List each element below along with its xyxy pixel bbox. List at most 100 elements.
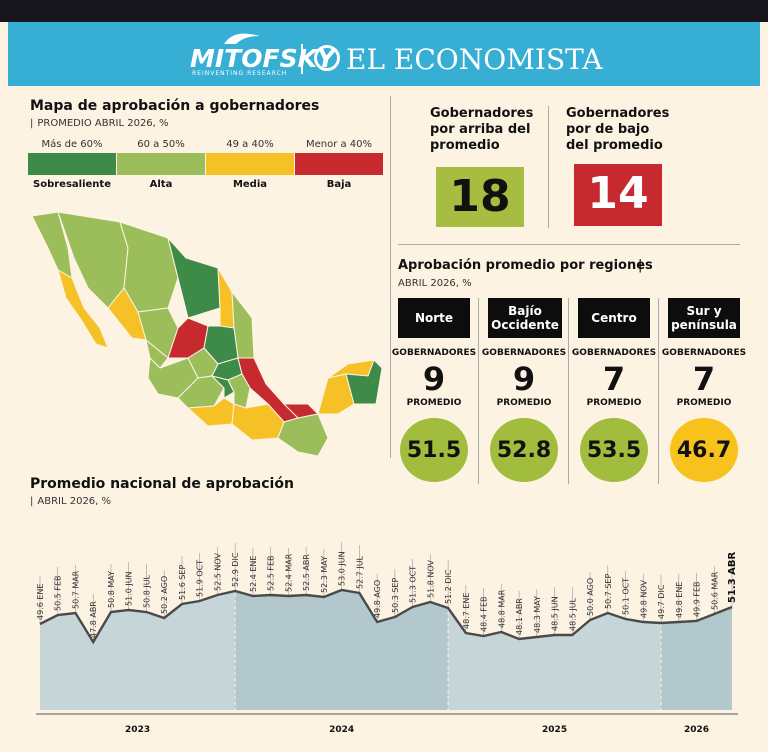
point-label: 50.1 OCT xyxy=(622,578,631,615)
region-divider-1 xyxy=(478,298,479,484)
logo-separator xyxy=(301,44,303,74)
gob-label-1: GOBERNADORES xyxy=(391,348,477,358)
legend-name-3: Media xyxy=(232,179,268,190)
prom-label-2: PROMEDIO xyxy=(496,398,552,408)
above-title-line2: por arriba del xyxy=(430,122,531,137)
divider-vertical xyxy=(390,96,391,458)
gob-count-norte: 9 xyxy=(422,360,446,398)
below-title: Gobernadores por de bajo del promedio xyxy=(566,106,669,154)
point-label: 50.8 JUL xyxy=(142,574,151,608)
region-name-norte: Norte xyxy=(398,298,470,338)
point-label: 51.0 JUN xyxy=(125,571,134,606)
region-name-bajio: Bajío Occidente xyxy=(488,298,562,338)
above-count: 18 xyxy=(436,167,524,227)
trend-line xyxy=(39,588,733,645)
point-label: 48.5 JUL xyxy=(568,597,577,631)
point-label: 51.3 OCT xyxy=(409,566,418,603)
legend-range-4: Menor a 40% xyxy=(305,139,373,150)
mitofsky-tagline: REINVENTING RESEARCH xyxy=(192,70,288,77)
regions-subtitle: ABRIL 2026, % xyxy=(398,278,472,289)
point-label: 50.5 FEB xyxy=(54,576,63,612)
point-label: 49.8 AGO xyxy=(373,580,382,618)
year-label: 2026 xyxy=(684,725,709,735)
legend-swatch-media xyxy=(206,153,294,175)
point-label: 49.8 NOV xyxy=(639,580,648,618)
gob-count-bajio: 9 xyxy=(512,360,536,398)
mexico-map xyxy=(31,211,383,457)
el-economista-logo: EL ECONOMISTA xyxy=(346,43,603,76)
below-title-line2: por de bajo xyxy=(566,122,650,137)
legend-name-1: Sobresaliente xyxy=(33,179,111,190)
map-state-oaxaca xyxy=(231,403,285,441)
region-divider-2 xyxy=(568,298,569,484)
region-name-sur: Sur y península xyxy=(668,298,740,338)
above-title-line1: Gobernadores xyxy=(430,106,534,121)
point-label: 52.3 MAY xyxy=(320,556,329,593)
trend-subtitle: ABRIL 2026, % xyxy=(30,496,111,507)
point-label: 51.6 SEP xyxy=(178,565,187,600)
gob-label-4: GOBERNADORES xyxy=(661,348,747,358)
mitofsky-logo: MITOFSKY xyxy=(190,44,336,73)
trend-area-band xyxy=(661,607,732,710)
below-count: 14 xyxy=(574,164,662,226)
legend-range-1: Más de 60% xyxy=(41,139,103,150)
regions-title-bar: | xyxy=(638,258,643,273)
year-label: 2025 xyxy=(542,725,567,735)
point-label: 48.7 ENE xyxy=(462,593,471,629)
point-label: 49.8 ENE xyxy=(675,582,684,618)
point-label: 48.1 ABR xyxy=(515,598,524,635)
point-label: 51.3 ABR xyxy=(727,551,738,603)
gob-count-sur: 7 xyxy=(692,360,716,398)
prom-label-1: PROMEDIO xyxy=(406,398,462,408)
point-label: 48.8 MAR xyxy=(497,589,506,628)
point-label: 52.4 ENE xyxy=(249,556,258,592)
point-label: 52.4 MAR xyxy=(284,553,293,592)
region-divider-3 xyxy=(658,298,659,484)
legend-name-4: Baja xyxy=(326,179,352,190)
legend-range-2: 60 a 50% xyxy=(137,139,185,150)
avg-circle-centro: 53.5 xyxy=(580,418,648,482)
point-label: 52.5 ABR xyxy=(302,554,311,591)
point-label: 50.0 AGO xyxy=(586,578,595,616)
year-label: 2023 xyxy=(125,725,150,735)
gob-label-3: GOBERNADORES xyxy=(571,348,657,358)
avg-circle-sur: 46.7 xyxy=(670,418,738,482)
point-label: 50.7 MAR xyxy=(71,570,80,609)
point-label: 47.8 ABR xyxy=(89,601,98,638)
below-title-line1: Gobernadores xyxy=(566,106,670,121)
above-title: Gobernadores por arriba del promedio xyxy=(430,106,533,154)
point-label: 49.7 DIC xyxy=(657,584,666,619)
point-label: 48.5 JUN xyxy=(551,596,560,631)
point-label: 50.7 SEP xyxy=(604,574,613,609)
point-label: 51.2 DIC xyxy=(444,569,453,604)
point-label: 49.9 FEB xyxy=(693,582,702,618)
legend-swatch-alta xyxy=(117,153,205,175)
divider-counts xyxy=(548,106,549,228)
el-economista-icon xyxy=(314,45,340,71)
prom-label-4: PROMEDIO xyxy=(676,398,732,408)
top-bar xyxy=(0,0,768,22)
gob-count-centro: 7 xyxy=(602,360,626,398)
point-label: 51.9 OCT xyxy=(196,560,205,597)
legend-range-3: 49 a 40% xyxy=(226,139,274,150)
map-state-nuevo-leon xyxy=(217,267,235,329)
header-banner xyxy=(8,22,760,86)
point-label: 53.0 JUN xyxy=(338,551,347,586)
prom-label-3: PROMEDIO xyxy=(586,398,642,408)
point-label: 52.5 FEB xyxy=(267,556,276,592)
point-label: 50.8 MAY xyxy=(107,571,116,608)
map-subtitle: PROMEDIO ABRIL 2026, % xyxy=(30,118,168,129)
year-label: 2024 xyxy=(329,725,354,735)
point-label: 50.2 AGO xyxy=(160,576,169,614)
legend-name-2: Alta xyxy=(149,179,173,190)
gob-label-2: GOBERNADORES xyxy=(481,348,567,358)
point-label: 48.3 MAY xyxy=(533,596,542,633)
trend-chart: 49.6 ENE 50.5 FEB 50.7 MAR 47.8 ABR 50.8 MAY… xyxy=(36,540,738,735)
trend-title: Promedio nacional de aprobación xyxy=(30,476,294,492)
point-label: 51.8 NOV xyxy=(426,560,435,598)
map-state-chiapas xyxy=(277,413,329,457)
below-title-line3: del promedio xyxy=(566,138,663,153)
point-label: 52.9 DIC xyxy=(231,552,240,587)
region-name-centro: Centro xyxy=(578,298,650,338)
point-label: 52.5 NOV xyxy=(213,553,222,591)
